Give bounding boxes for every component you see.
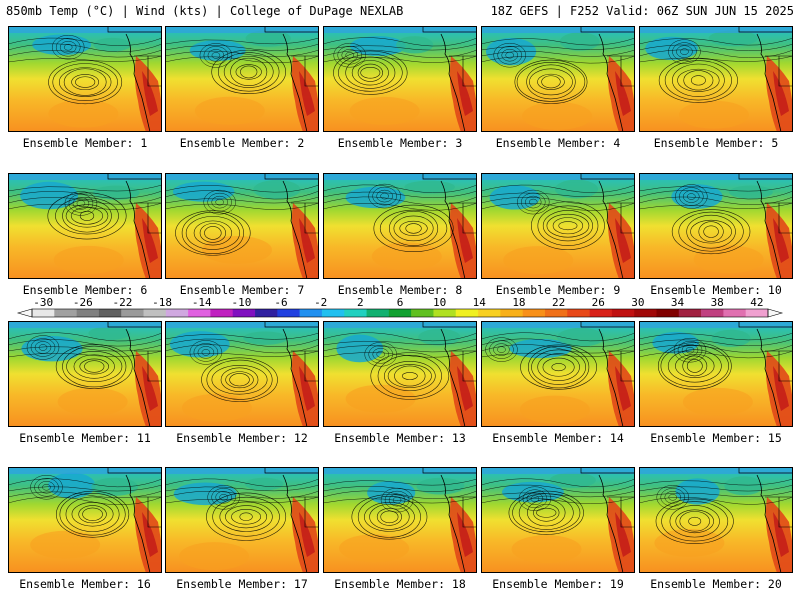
ensemble-member-map [165, 467, 319, 573]
scale-tick-label: 42 [750, 297, 763, 309]
scale-tick-label: -6 [274, 297, 287, 309]
ensemble-member-map [481, 173, 635, 279]
ensemble-member-label: Ensemble Member: 13 [334, 431, 466, 445]
scale-arrow-high [767, 308, 784, 318]
scale-swatch [611, 309, 635, 317]
scale-swatch [98, 309, 122, 317]
scale-tick-label: 38 [711, 297, 724, 309]
scale-swatch [745, 309, 769, 317]
ensemble-member-map [8, 321, 162, 427]
ensemble-member-label: Ensemble Member: 6 [22, 283, 148, 297]
ensemble-member-label: Ensemble Member: 3 [337, 136, 463, 150]
scale-swatch [344, 309, 367, 317]
ensemble-member-map [639, 26, 793, 132]
ensemble-member-label: Ensemble Member: 15 [650, 431, 782, 445]
scale-swatch [366, 309, 390, 317]
ensemble-member-map [481, 467, 635, 573]
ensemble-member-map [481, 321, 635, 427]
scale-swatch [121, 309, 144, 317]
scale-swatch [567, 309, 590, 317]
map-title: 850mb Temp (°C) | Wind (kts) | College o… [6, 4, 404, 18]
ensemble-member-label: Ensemble Member: 16 [19, 577, 151, 591]
ensemble-member-label: Ensemble Member: 8 [337, 283, 463, 297]
scale-swatch [299, 309, 323, 317]
scale-swatch [321, 309, 345, 317]
ensemble-member-map [8, 467, 162, 573]
ensemble-member-label: Ensemble Member: 7 [179, 283, 305, 297]
scale-swatch [522, 309, 546, 317]
scale-arrow-low [16, 308, 33, 318]
ensemble-member-map [8, 26, 162, 132]
ensemble-member-map [323, 321, 477, 427]
ensemble-member-map [323, 173, 477, 279]
ensemble-member-map [639, 173, 793, 279]
ensemble-member-label: Ensemble Member: 9 [495, 283, 621, 297]
valid-time: 18Z GEFS | F252 Valid: 06Z SUN JUN 15 20… [490, 4, 794, 18]
scale-swatch [589, 309, 613, 317]
scale-swatch [544, 309, 568, 317]
ensemble-member-map [165, 321, 319, 427]
scale-tick-label: 18 [512, 297, 525, 309]
scale-swatch [143, 309, 167, 317]
scale-tick-label: 34 [671, 297, 685, 309]
scale-tick-label: 14 [473, 297, 487, 309]
ensemble-member-map [165, 26, 319, 132]
scale-swatch [433, 309, 457, 317]
scale-swatch [210, 309, 234, 317]
scale-swatch [32, 309, 55, 317]
scale-tick-label: -26 [73, 297, 93, 309]
scale-swatch [478, 309, 501, 317]
ensemble-member-label: Ensemble Member: 19 [492, 577, 624, 591]
scale-tick-label: -22 [113, 297, 133, 309]
ensemble-member-label: Ensemble Member: 14 [492, 431, 624, 445]
scale-swatch [76, 309, 100, 317]
scale-swatch [255, 309, 278, 317]
scale-swatch [188, 309, 211, 317]
ensemble-member-label: Ensemble Member: 11 [19, 431, 151, 445]
ensemble-member-label: Ensemble Member: 20 [650, 577, 782, 591]
ensemble-member-label: Ensemble Member: 12 [176, 431, 308, 445]
ensemble-member-label: Ensemble Member: 5 [653, 136, 779, 150]
ensemble-member-map [323, 467, 477, 573]
scale-tick-label: -2 [314, 297, 327, 309]
scale-swatch [232, 309, 256, 317]
scale-tick-label: 30 [631, 297, 644, 309]
scale-tick-label: 2 [357, 297, 364, 309]
ensemble-member-map [165, 173, 319, 279]
scale-tick-label: 26 [592, 297, 605, 309]
ensemble-member-map [481, 26, 635, 132]
scale-tick-label: -30 [33, 297, 53, 309]
scale-tick-label: 22 [552, 297, 565, 309]
scale-swatch [54, 309, 77, 317]
ensemble-member-label: Ensemble Member: 1 [22, 136, 148, 150]
ensemble-member-map [323, 26, 477, 132]
ensemble-member-label: Ensemble Member: 18 [334, 577, 466, 591]
ensemble-member-label: Ensemble Member: 17 [176, 577, 308, 591]
scale-swatch [411, 309, 434, 317]
ensemble-member-label: Ensemble Member: 2 [179, 136, 305, 150]
scale-swatch [165, 309, 189, 317]
scale-swatch [634, 309, 657, 317]
scale-swatch [455, 309, 479, 317]
scale-swatch [388, 309, 412, 317]
scale-tick-label: -18 [152, 297, 172, 309]
ensemble-member-map [8, 173, 162, 279]
scale-tick-label: 10 [433, 297, 446, 309]
scale-swatch [277, 309, 300, 317]
color-scale: -30 -26 -22 -18 -14 -10 -6 -2 2 6 10 14 18 22 26 30 34 38… [10, 297, 790, 319]
scale-swatch [701, 309, 724, 317]
ensemble-member-label: Ensemble Member: 10 [650, 283, 782, 297]
scale-tick-label: 6 [397, 297, 404, 309]
scale-swatch [656, 309, 680, 317]
ensemble-member-map [639, 321, 793, 427]
scale-tick-label: -14 [192, 297, 212, 309]
scale-tick-label: -10 [231, 297, 251, 309]
ensemble-member-map [639, 467, 793, 573]
ensemble-member-label: Ensemble Member: 4 [495, 136, 621, 150]
scale-swatch [723, 309, 746, 317]
scale-swatch [678, 309, 702, 317]
scale-swatch [500, 309, 523, 317]
